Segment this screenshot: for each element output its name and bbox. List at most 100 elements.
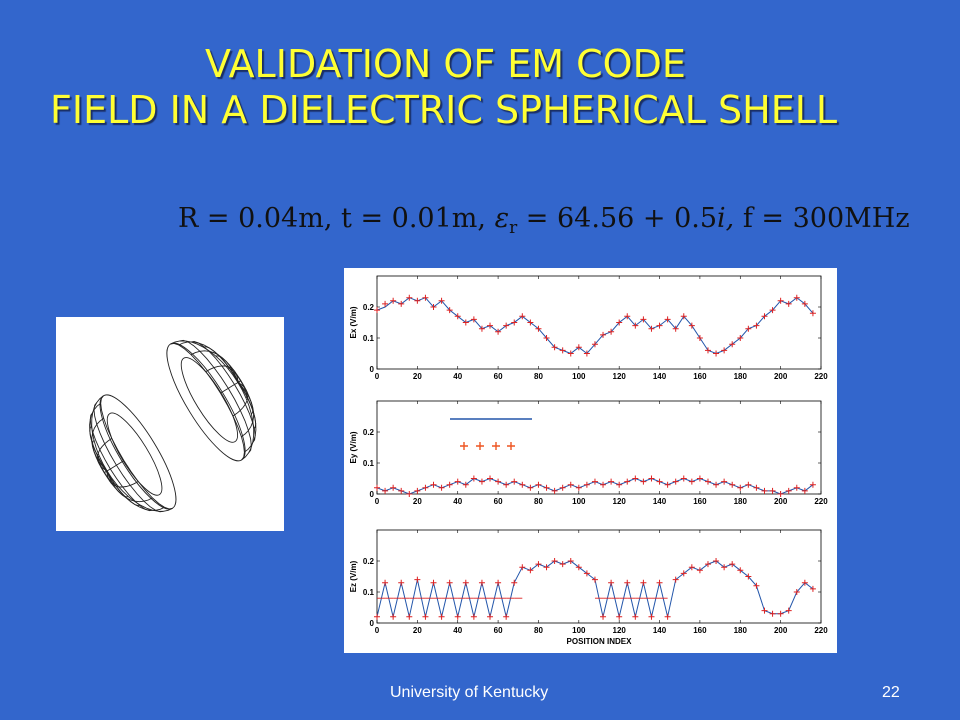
x-tick-label: 60: [494, 626, 503, 635]
x-axis-label: POSITION INDEX: [567, 637, 633, 646]
plot-frame: [376, 275, 822, 370]
data-marker: [704, 478, 711, 485]
data-marker: [478, 325, 485, 332]
data-marker: [495, 478, 502, 485]
data-marker: [624, 313, 631, 320]
data-marker: [608, 478, 615, 485]
mesh-parallel: [89, 412, 153, 512]
data-marker: [398, 487, 405, 494]
data-marker: [535, 561, 542, 568]
data-marker: [519, 481, 526, 488]
data-marker: [688, 322, 695, 329]
data-marker: [785, 487, 792, 494]
data-marker: [753, 484, 760, 491]
data-marker: [495, 328, 502, 335]
data-marker: [478, 579, 485, 586]
data-marker: [616, 613, 623, 620]
data-marker: [729, 341, 736, 348]
data-marker: [713, 481, 720, 488]
data-marker: [527, 484, 534, 491]
data-marker: [632, 613, 639, 620]
data-marker: [632, 322, 639, 329]
data-marker: [503, 613, 510, 620]
data-marker: [374, 613, 380, 620]
y-axis-label: Ey (V/m): [349, 431, 358, 463]
plot-frame: [376, 400, 822, 495]
x-tick-label: 100: [572, 497, 586, 506]
data-marker: [422, 613, 429, 620]
x-tick-label: 180: [734, 626, 748, 635]
x-tick-label: 80: [534, 372, 543, 381]
data-marker: [624, 478, 631, 485]
data-marker: [543, 484, 550, 491]
data-marker: [785, 607, 792, 614]
data-marker: [567, 481, 574, 488]
y-tick-label: 0.2: [363, 557, 375, 566]
data-marker: [414, 487, 421, 494]
mesh-parallel: [179, 339, 252, 454]
data-marker: [713, 350, 720, 357]
y-tick-label: 0.2: [363, 303, 375, 312]
data-marker: [809, 585, 816, 592]
spherical-shell-figure: [56, 317, 284, 531]
data-marker: [600, 613, 607, 620]
data-marker: [801, 300, 808, 307]
data-marker: [398, 579, 405, 586]
data-marker: [511, 579, 518, 586]
data-marker: [567, 558, 574, 564]
data-marker: [721, 347, 728, 354]
data-marker: [672, 478, 679, 485]
footer-organization: University of Kentucky: [390, 684, 549, 701]
data-marker: [535, 325, 542, 332]
data-marker: [382, 300, 389, 307]
data-marker: [470, 613, 477, 620]
y-axis-label: Ex (V/m): [349, 306, 358, 338]
y-tick-label: 0.1: [363, 588, 375, 597]
data-marker: [729, 561, 736, 568]
data-marker: [414, 576, 421, 583]
mesh-parallel: [170, 342, 245, 461]
data-marker: [624, 579, 631, 586]
x-tick-label: 20: [413, 372, 422, 381]
data-marker: [406, 491, 413, 497]
data-marker: [648, 475, 655, 482]
x-tick-label: 180: [734, 372, 748, 381]
x-tick-label: 160: [693, 626, 707, 635]
data-marker: [382, 487, 389, 494]
field-plots-panel: 0 20 40 60 80 100 120 140 160 180 200 220 0 0.1 0.2 Ex …: [344, 268, 837, 653]
mesh-parallel: [93, 402, 164, 513]
data-marker: [777, 610, 784, 617]
x-tick-label: 160: [693, 372, 707, 381]
data-marker: [753, 322, 760, 329]
data-marker: [551, 487, 558, 494]
data-marker: [801, 579, 808, 586]
data-marker: [680, 570, 687, 577]
data-marker: [656, 579, 663, 586]
data-marker: [430, 304, 437, 310]
mesh-parallel: [191, 341, 256, 443]
data-marker: [785, 300, 792, 307]
x-tick-label: 20: [413, 626, 422, 635]
data-marker: [446, 579, 453, 586]
data-marker: [769, 610, 776, 617]
data-marker: [769, 487, 776, 494]
shell-rim-outer: [166, 342, 246, 462]
mesh-parallel: [203, 346, 257, 430]
formula-radius: R = 0.04m,: [178, 203, 333, 234]
x-tick-label: 120: [613, 497, 627, 506]
data-marker: [462, 481, 469, 488]
data-marker: [390, 613, 397, 620]
data-marker: [729, 481, 736, 488]
data-marker: [696, 475, 703, 482]
data-marker: [640, 478, 647, 485]
data-marker: [777, 297, 784, 304]
x-tick-label: 0: [375, 372, 380, 381]
data-marker: [809, 310, 816, 317]
x-tick-label: 120: [613, 372, 627, 381]
data-marker: [664, 316, 671, 323]
data-marker: [438, 297, 445, 304]
data-marker: [406, 294, 413, 301]
data-marker: [487, 322, 494, 329]
data-marker: [591, 576, 598, 583]
data-marker: [551, 344, 558, 351]
